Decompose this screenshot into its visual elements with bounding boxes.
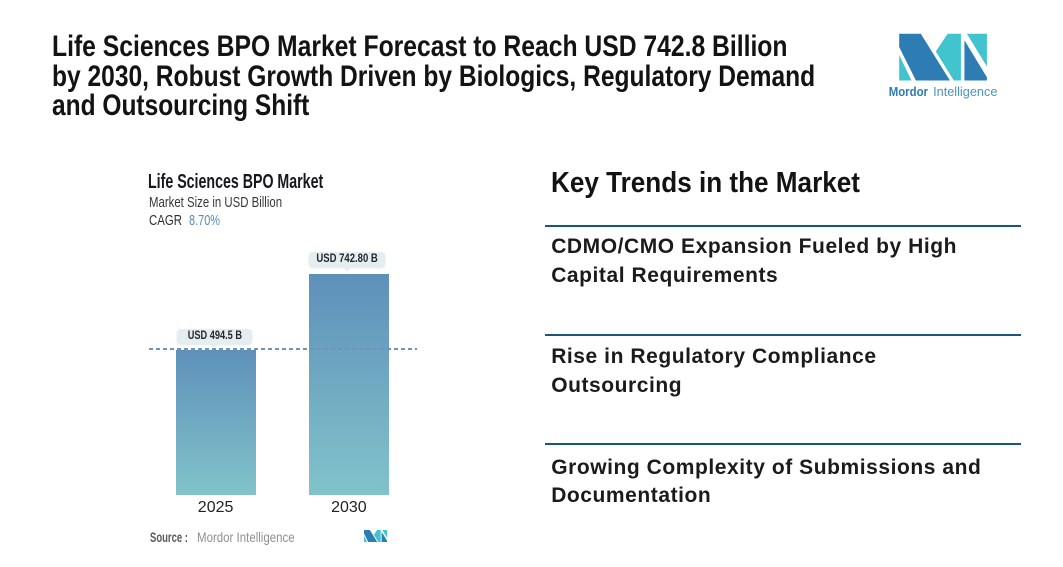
svg-text:Intelligence: Intelligence xyxy=(933,84,997,99)
svg-text:Mordor: Mordor xyxy=(889,84,928,99)
